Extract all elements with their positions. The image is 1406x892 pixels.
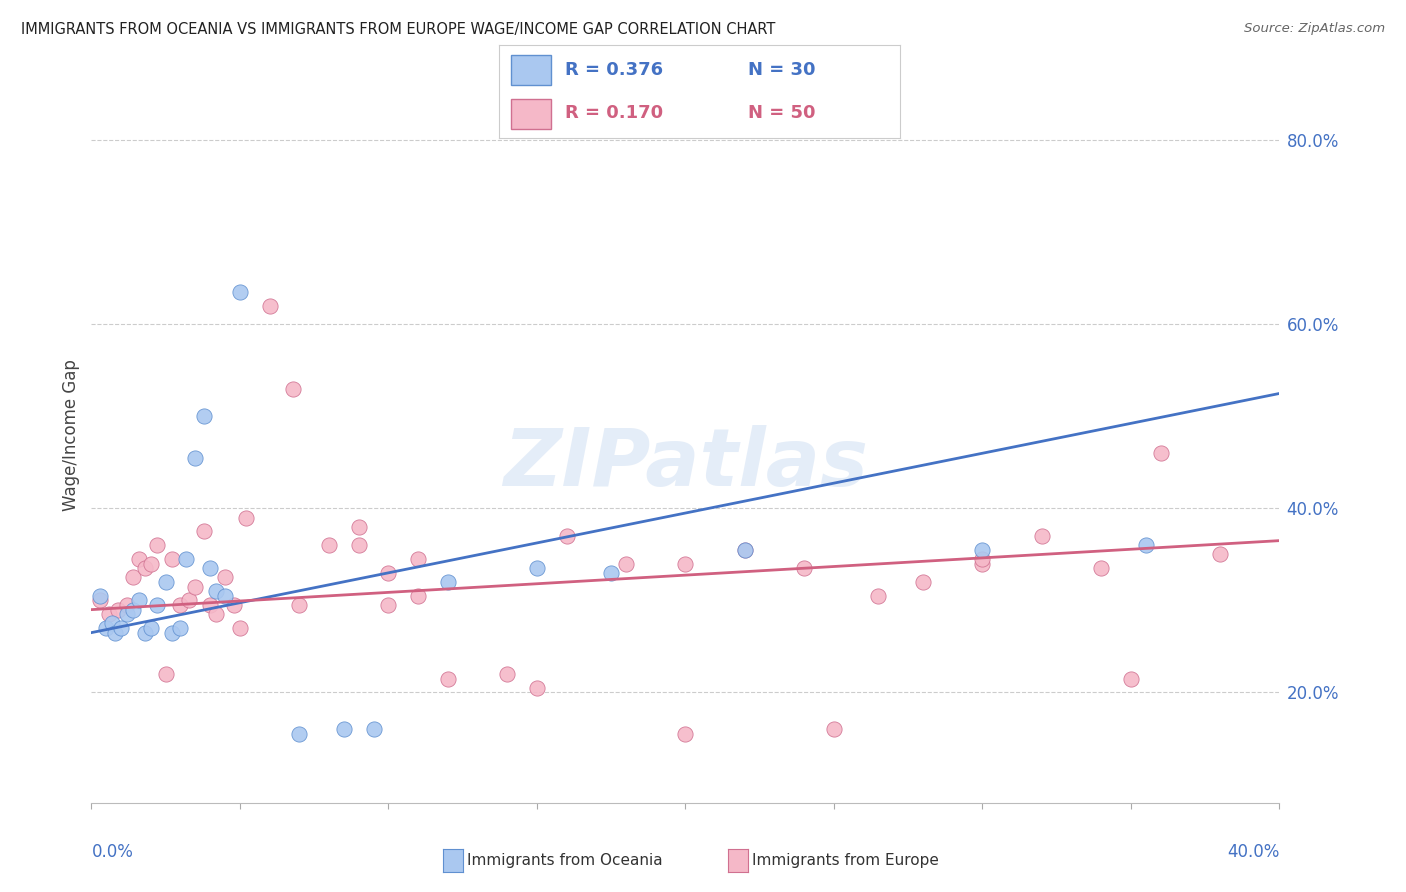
Point <box>911 575 934 590</box>
Point <box>169 621 191 635</box>
Point <box>868 589 890 603</box>
Point <box>89 589 111 603</box>
Point <box>134 561 156 575</box>
Point <box>555 529 578 543</box>
Point <box>1149 446 1171 460</box>
Bar <box>512 55 551 85</box>
Point <box>436 575 458 590</box>
Point <box>169 598 191 612</box>
Point <box>288 598 311 612</box>
Point <box>318 538 340 552</box>
Text: IMMIGRANTS FROM OCEANIA VS IMMIGRANTS FROM EUROPE WAGE/INCOME GAP CORRELATION CH: IMMIGRANTS FROM OCEANIA VS IMMIGRANTS FR… <box>21 22 776 37</box>
Point <box>89 593 111 607</box>
Point <box>155 575 177 590</box>
Text: ZIPatlas: ZIPatlas <box>503 425 868 503</box>
Point <box>115 598 138 612</box>
Point <box>1090 561 1112 575</box>
Point <box>200 561 222 575</box>
Point <box>122 602 145 616</box>
Point <box>107 602 129 616</box>
Point <box>734 542 756 557</box>
Point <box>347 538 370 552</box>
Point <box>184 580 207 594</box>
Point <box>229 285 252 300</box>
Point <box>793 561 815 575</box>
Point <box>145 598 167 612</box>
Point <box>128 593 150 607</box>
Point <box>673 557 696 571</box>
Point <box>496 667 519 681</box>
Text: Immigrants from Oceania: Immigrants from Oceania <box>467 854 662 868</box>
Text: Source: ZipAtlas.com: Source: ZipAtlas.com <box>1244 22 1385 36</box>
Point <box>1031 529 1053 543</box>
Text: N = 30: N = 30 <box>748 61 815 78</box>
Point <box>160 552 183 566</box>
Point <box>139 557 162 571</box>
Point <box>98 607 121 622</box>
Point <box>526 561 548 575</box>
Text: N = 50: N = 50 <box>748 104 815 122</box>
Y-axis label: Wage/Income Gap: Wage/Income Gap <box>62 359 80 511</box>
Point <box>179 593 201 607</box>
Point <box>1119 672 1142 686</box>
Point <box>333 723 356 737</box>
Point <box>101 616 124 631</box>
Point <box>235 510 257 524</box>
Point <box>614 557 637 571</box>
Point <box>377 566 399 580</box>
Point <box>214 589 236 603</box>
Point <box>222 598 245 612</box>
Point <box>214 570 236 584</box>
Text: 0.0%: 0.0% <box>91 843 134 861</box>
Point <box>176 552 198 566</box>
Point <box>200 598 222 612</box>
Point <box>600 566 623 580</box>
Point <box>104 625 127 640</box>
Text: 40.0%: 40.0% <box>1227 843 1279 861</box>
Point <box>972 552 994 566</box>
Point <box>155 667 177 681</box>
Text: Immigrants from Europe: Immigrants from Europe <box>752 854 939 868</box>
Point <box>160 625 183 640</box>
Point <box>1135 538 1157 552</box>
Point <box>139 621 162 635</box>
Point <box>526 681 548 695</box>
Point <box>96 621 118 635</box>
Point <box>122 570 145 584</box>
Point <box>436 672 458 686</box>
Point <box>972 542 994 557</box>
Point <box>229 621 252 635</box>
Point <box>377 598 399 612</box>
Point <box>184 450 207 465</box>
Point <box>288 727 311 741</box>
Point <box>734 542 756 557</box>
Point <box>363 723 385 737</box>
Point <box>347 520 370 534</box>
Point <box>205 584 228 599</box>
Point <box>193 524 215 539</box>
Point <box>406 552 429 566</box>
Point <box>110 621 132 635</box>
Point <box>205 607 228 622</box>
Point <box>193 409 215 424</box>
Point <box>128 552 150 566</box>
Point <box>972 557 994 571</box>
Point <box>283 382 305 396</box>
Point <box>259 299 281 313</box>
Point <box>145 538 167 552</box>
Bar <box>512 99 551 129</box>
Text: R = 0.376: R = 0.376 <box>565 61 664 78</box>
Point <box>823 723 845 737</box>
Point <box>115 607 138 622</box>
Point <box>1209 548 1232 562</box>
Point <box>673 727 696 741</box>
Point <box>406 589 429 603</box>
Point <box>134 625 156 640</box>
Text: R = 0.170: R = 0.170 <box>565 104 664 122</box>
